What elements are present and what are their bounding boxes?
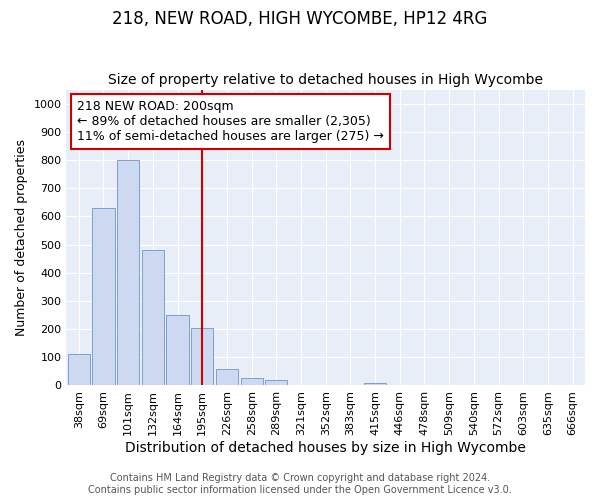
Bar [216,368,238,386]
Y-axis label: Number of detached properties: Number of detached properties [15,139,28,336]
Bar [166,315,188,386]
Bar [142,250,164,386]
Text: Contains HM Land Registry data © Crown copyright and database right 2024.
Contai: Contains HM Land Registry data © Crown c… [88,474,512,495]
Bar [68,354,90,386]
Text: 218 NEW ROAD: 200sqm
← 89% of detached houses are smaller (2,305)
11% of semi-de: 218 NEW ROAD: 200sqm ← 89% of detached h… [77,100,383,143]
Bar [265,380,287,386]
Bar [364,382,386,386]
Bar [92,208,115,386]
Bar [241,378,263,386]
X-axis label: Distribution of detached houses by size in High Wycombe: Distribution of detached houses by size … [125,441,526,455]
Bar [117,160,139,386]
Title: Size of property relative to detached houses in High Wycombe: Size of property relative to detached ho… [108,73,543,87]
Bar [191,328,214,386]
Text: 218, NEW ROAD, HIGH WYCOMBE, HP12 4RG: 218, NEW ROAD, HIGH WYCOMBE, HP12 4RG [112,10,488,28]
